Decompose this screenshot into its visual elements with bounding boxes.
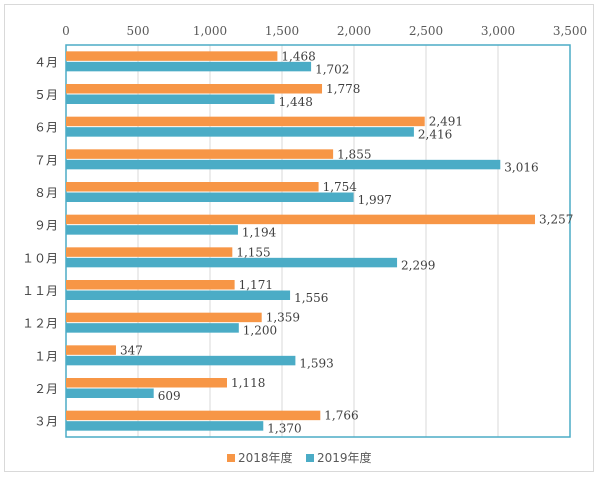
bar-2018	[66, 345, 116, 355]
data-label-2018: 347	[120, 343, 143, 357]
category-label: １１月	[22, 284, 58, 298]
data-label-2019: 609	[158, 389, 181, 403]
legend-swatch-2018	[227, 454, 235, 462]
x-tick-label: 2,000	[337, 24, 371, 38]
category-label: １月	[34, 349, 58, 363]
category-label: ４月	[34, 55, 58, 69]
data-label-2019: 1,194	[242, 226, 277, 240]
data-label-2018: 1,778	[326, 82, 360, 96]
bar-2019	[66, 94, 275, 104]
bar-2018	[66, 51, 278, 61]
bar-2019	[66, 355, 296, 366]
chart-frame	[4, 4, 594, 472]
bar-2019	[66, 421, 264, 431]
bar-2018	[66, 378, 227, 388]
data-label-2018: 1,468	[281, 49, 315, 63]
category-label: １２月	[22, 317, 58, 331]
data-label-2018: 1,155	[236, 245, 270, 259]
data-label-2018: 1,171	[239, 278, 273, 292]
bar-2018	[66, 312, 262, 323]
data-label-2019: 1,448	[279, 95, 313, 109]
data-label-2018: 1,766	[324, 409, 358, 423]
bar-2019	[66, 323, 239, 333]
data-label-2019: 2,299	[401, 258, 435, 272]
data-label-2018: 2,491	[429, 115, 463, 129]
category-label: ３月	[34, 415, 58, 429]
legend-label-2019: 2019年度	[317, 450, 372, 465]
data-label-2018: 3,257	[539, 213, 573, 227]
bar-2019	[66, 257, 398, 268]
x-tick-label: 3,500	[553, 24, 587, 38]
data-label-2019: 1,997	[358, 193, 392, 207]
data-label-2018: 1,754	[323, 180, 358, 194]
data-label-2018: 1,359	[266, 311, 300, 325]
data-label-2019: 1,556	[294, 291, 328, 305]
plot-area-border	[65, 44, 571, 438]
data-label-2018: 1,855	[337, 147, 371, 161]
category-label: ７月	[34, 153, 58, 167]
category-label: １０月	[22, 251, 58, 265]
category-label: ６月	[34, 121, 58, 135]
bar-2019	[66, 290, 291, 300]
bar-2019	[66, 225, 238, 235]
bar-2019	[66, 388, 154, 398]
category-label: ５月	[34, 88, 58, 102]
data-label-2019: 1,702	[315, 62, 349, 76]
bar-2018	[66, 247, 233, 257]
bar-2018	[66, 214, 536, 225]
bar-2018	[66, 410, 321, 421]
bar-2019	[66, 192, 354, 202]
data-label-2019: 2,416	[418, 128, 452, 142]
x-tick-label: 0	[62, 24, 70, 38]
x-tick-label: 500	[127, 24, 150, 38]
data-label-2019: 1,200	[243, 324, 277, 338]
category-label: ２月	[34, 382, 58, 396]
bar-2019	[66, 159, 501, 170]
data-label-2019: 1,370	[267, 422, 301, 436]
bar-2018	[66, 182, 319, 192]
data-label-2019: 1,593	[299, 356, 333, 370]
x-tick-label: 2,500	[409, 24, 443, 38]
bar-2018	[66, 116, 425, 127]
x-tick-label: 1,000	[193, 24, 227, 38]
legend-swatch-2019	[306, 454, 314, 462]
bar-2019	[66, 61, 312, 72]
data-label-2018: 1,118	[231, 376, 265, 390]
x-tick-label: 1,500	[265, 24, 299, 38]
bar-2018	[66, 280, 235, 290]
category-label: ９月	[34, 219, 58, 233]
x-tick-label: 3,000	[481, 24, 515, 38]
bar-2018	[66, 84, 323, 94]
data-label-2019: 3,016	[504, 160, 538, 174]
category-label: ８月	[34, 186, 58, 200]
bar-2018	[66, 149, 334, 159]
legend-label-2018: 2018年度	[238, 450, 293, 465]
bar-2019	[66, 127, 414, 137]
